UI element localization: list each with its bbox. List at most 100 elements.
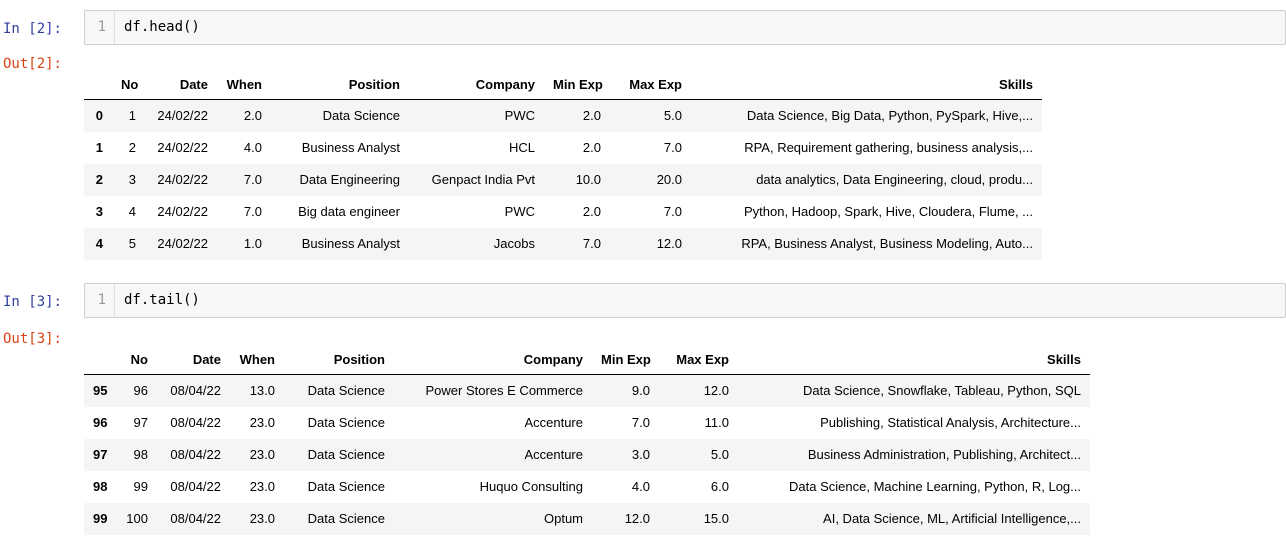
table-cell: 23.0 [249, 479, 275, 494]
table-cell: 1 [128, 108, 136, 123]
output-area: No Date When Position Company Min Exp Max Exp S… [84, 55, 1042, 260]
table-cell: 2 [128, 140, 136, 155]
table-cell: 1.0 [243, 236, 262, 251]
row-index: 0 [95, 108, 103, 123]
table-cell: 2.0 [582, 204, 601, 219]
table-cell: 2.0 [582, 108, 601, 123]
line-number: 1 [85, 11, 115, 44]
code-cell-input: In [2]: 1 df.head() [0, 10, 1286, 45]
table-cell: Power Stores E Commerce [425, 383, 584, 398]
table-cell: Data Science [307, 511, 385, 526]
table-cell: PWC [504, 108, 535, 123]
table-cell: 7.0 [663, 140, 682, 155]
row-index: 97 [93, 447, 108, 462]
table-cell: Jacobs [493, 236, 535, 251]
table-cell: Data Science [307, 415, 385, 430]
table-cell: 08/04/22 [170, 415, 221, 430]
column-header: Date [145, 72, 217, 100]
table-cell: Data Engineering [299, 172, 400, 187]
column-header: Min Exp [592, 347, 659, 375]
column-header: Date [157, 347, 230, 375]
column-header: Position [271, 72, 409, 100]
table-cell: 99 [133, 479, 148, 494]
table-cell: Business Analyst [301, 236, 400, 251]
table-cell: 24/02/22 [157, 204, 208, 219]
dataframe-table: No Date When Position Company Min Exp Max Exp S… [84, 347, 1090, 535]
table-cell: 7.0 [243, 172, 262, 187]
table-row: 4 5 24/02/22 1.0 Business Analyst Jacobs 7.0 12… [84, 228, 1042, 260]
table-cell: 12.0 [624, 511, 650, 526]
table-cell: 13.0 [249, 383, 275, 398]
table-cell: Data Science [307, 383, 385, 398]
table-cell: 7.0 [243, 204, 262, 219]
table-cell: 20.0 [656, 172, 682, 187]
table-cell: Data Science, Machine Learning, Python, … [789, 479, 1081, 494]
table-cell: 12.0 [656, 236, 682, 251]
column-header: No [112, 72, 145, 100]
notebook: In [2]: 1 df.head() Out[2]: No Date When Po… [0, 10, 1286, 535]
column-header: Company [394, 347, 592, 375]
corner-header [84, 347, 116, 375]
table-cell: 3.0 [631, 447, 650, 462]
table-cell: 24/02/22 [157, 172, 208, 187]
table-cell: 2.0 [243, 108, 262, 123]
row-index: 96 [93, 415, 108, 430]
table-cell: Data Science [322, 108, 400, 123]
table-cell: 10.0 [575, 172, 601, 187]
table-cell: 15.0 [703, 511, 729, 526]
table-cell: RPA, Requirement gathering, business ana… [744, 140, 1033, 155]
table-cell: 4.0 [631, 479, 650, 494]
table-cell: 98 [133, 447, 148, 462]
code-input-area[interactable]: 1 df.tail() [84, 283, 1286, 318]
code-input-area[interactable]: 1 df.head() [84, 10, 1286, 45]
table-cell: 5 [128, 236, 136, 251]
row-index: 98 [93, 479, 108, 494]
table-cell: Accenture [524, 415, 583, 430]
column-header: Min Exp [544, 72, 610, 100]
table-cell: 23.0 [249, 511, 275, 526]
table-row: 95 96 08/04/22 13.0 Data Science Power Stores… [84, 374, 1090, 407]
table-row: 99 100 08/04/22 23.0 Data Science Optum 12.0 15… [84, 503, 1090, 535]
table-cell: RPA, Business Analyst, Business Modeling… [741, 236, 1033, 251]
table-row: 1 2 24/02/22 4.0 Business Analyst HCL 2.0 7.0 RP… [84, 132, 1042, 164]
code-line[interactable]: df.tail() [124, 292, 200, 308]
row-index: 95 [93, 383, 108, 398]
table-cell: 3 [128, 172, 136, 187]
table-row: 97 98 08/04/22 23.0 Data Science Accenture 3.0… [84, 439, 1090, 471]
code-line[interactable]: df.head() [124, 19, 200, 35]
output-area: No Date When Position Company Min Exp Max Exp S… [84, 330, 1090, 535]
column-header: When [230, 347, 284, 375]
line-number: 1 [85, 284, 115, 317]
table-cell: Big data engineer [298, 204, 400, 219]
table-cell: 23.0 [249, 415, 275, 430]
table-cell: 08/04/22 [170, 511, 221, 526]
table-cell: 9.0 [631, 383, 650, 398]
column-header: Company [409, 72, 544, 100]
table-cell: Data Science, Snowflake, Tableau, Python… [803, 383, 1081, 398]
table-cell: Data Science [307, 479, 385, 494]
table-cell: Data Science, Big Data, Python, PySpark,… [746, 108, 1033, 123]
table-cell: 12.0 [703, 383, 729, 398]
column-header: No [116, 347, 157, 375]
table-row: 2 3 24/02/22 7.0 Data Engineering Genpact Ind… [84, 164, 1042, 196]
table-cell: Optum [543, 511, 583, 526]
table-cell: 11.0 [704, 415, 729, 430]
input-prompt: In [2]: [2, 21, 62, 37]
output-prompt: Out[2]: [2, 56, 62, 72]
dataframe-table: No Date When Position Company Min Exp Max Exp S… [84, 72, 1042, 260]
table-cell: 2.0 [582, 140, 601, 155]
table-cell: HCL [508, 140, 535, 155]
table-row: 0 1 24/02/22 2.0 Data Science PWC 2.0 5.0 Data S… [84, 99, 1042, 132]
table-cell: 24/02/22 [157, 236, 208, 251]
input-prompt: In [3]: [2, 294, 62, 310]
table-row: 3 4 24/02/22 7.0 Big data engineer PWC 2.0 7.0 P… [84, 196, 1042, 228]
column-header: Skills [691, 72, 1042, 100]
row-index: 99 [93, 511, 108, 526]
column-header: Position [284, 347, 394, 375]
table-cell: 5.0 [663, 108, 682, 123]
code-cell-output: Out[3]: No Date When Position Company Min Exp… [0, 330, 1286, 535]
table-row: 96 97 08/04/22 23.0 Data Science Accenture 7.0… [84, 407, 1090, 439]
table-cell: 5.0 [710, 447, 729, 462]
row-index: 1 [95, 140, 103, 155]
table-cell: 96 [133, 383, 148, 398]
